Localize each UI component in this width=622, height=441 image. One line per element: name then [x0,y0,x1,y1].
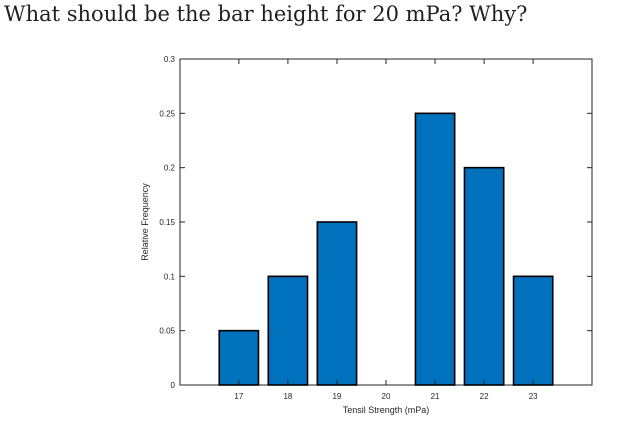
y-tick-label: 0.25 [159,109,175,118]
bar-22 [463,166,505,386]
y-tick-label: 0.3 [164,55,176,64]
x-tick-label-18: 18 [283,392,292,401]
bar-23 [512,275,554,386]
y-axis-tick-labels: 0 0.05 0.1 0.15 0.2 0.25 0.3 [159,55,175,390]
bar-group [218,112,554,386]
x-axis-tick-labels: 17 18 19 20 21 22 23 [234,392,538,401]
bar-21 [414,112,456,386]
y-tick-label: 0.2 [164,164,176,173]
question-text: What should be the bar height for 20 mPa… [4,2,528,26]
y-tick-label: 0.15 [159,218,175,227]
x-tick-label-22: 22 [480,392,489,401]
axis-ticks [180,58,592,386]
x-axis-title: Tensil Strength (mPa) [343,405,430,415]
x-tick-label-17: 17 [234,392,243,401]
y-axis-title: Relative Frequency [140,183,150,261]
x-tick-label-19: 19 [332,392,341,401]
y-tick-label: 0 [171,381,176,390]
bar-18 [267,275,309,386]
x-tick-label-23: 23 [529,392,538,401]
x-tick-label-21: 21 [431,392,440,401]
bar-19 [316,221,358,386]
y-tick-label: 0.1 [164,272,176,281]
y-tick-label: 0.05 [159,327,175,336]
x-tick-label-20: 20 [382,392,391,401]
bar-17 [218,329,260,386]
